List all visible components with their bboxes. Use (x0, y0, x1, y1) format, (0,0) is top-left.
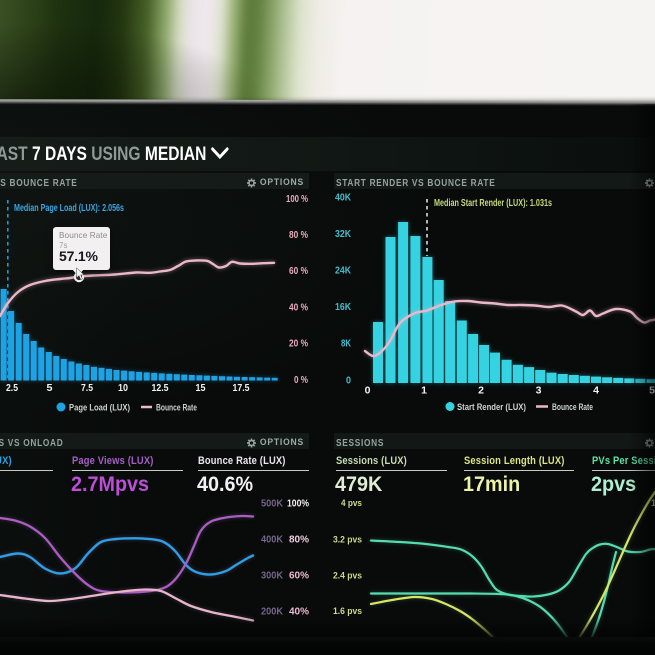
svg-text:0: 0 (346, 375, 351, 387)
svg-text:5: 5 (47, 382, 53, 394)
svg-text:40 %: 40 % (289, 301, 309, 313)
svg-text:2: 2 (478, 385, 484, 397)
svg-text:16K: 16K (335, 301, 351, 313)
svg-text:1: 1 (421, 385, 427, 397)
svg-text:1: 1 (651, 498, 655, 508)
svg-text:Page Load (LUX): Page Load (LUX) (69, 403, 130, 414)
svg-text:8K: 8K (341, 338, 351, 350)
svg-text:80%: 80% (289, 534, 310, 546)
svg-text:100 %: 100 % (286, 193, 308, 205)
svg-text:4: 4 (593, 385, 599, 397)
svg-text:400K: 400K (261, 534, 283, 546)
svg-text:17.5: 17.5 (233, 382, 250, 394)
svg-text:Start Render (LUX): Start Render (LUX) (457, 402, 526, 413)
svg-text:2.5: 2.5 (6, 382, 18, 394)
svg-text:15: 15 (196, 382, 206, 394)
svg-text:200K: 200K (261, 606, 283, 618)
svg-text:12.5: 12.5 (152, 382, 169, 394)
svg-text:100%: 100% (287, 498, 310, 510)
svg-text:Median Page Load (LUX): 2.056s: Median Page Load (LUX): 2.056s (14, 203, 124, 214)
svg-text:40K: 40K (335, 192, 351, 204)
svg-text:32K: 32K (335, 228, 351, 240)
svg-text:300K: 300K (261, 570, 283, 582)
svg-text:60 %: 60 % (289, 265, 309, 277)
svg-text:24K: 24K (335, 265, 351, 277)
svg-text:3: 3 (536, 385, 542, 397)
svg-text:0: 0 (365, 385, 371, 397)
svg-text:80 %: 80 % (289, 229, 309, 241)
svg-text:5: 5 (649, 385, 655, 397)
svg-text:Bounce Rate: Bounce Rate (552, 402, 593, 413)
svg-text:2.4 pvs: 2.4 pvs (333, 571, 362, 581)
svg-text:10: 10 (118, 382, 128, 394)
svg-text:1.6 pvs: 1.6 pvs (333, 606, 362, 616)
svg-text:0 %: 0 % (294, 374, 309, 386)
svg-text:Median Start Render (LUX): 1.0: Median Start Render (LUX): 1.031s (434, 198, 552, 209)
svg-text:500K: 500K (261, 498, 283, 510)
svg-text:Bounce Rate: Bounce Rate (156, 403, 197, 414)
svg-text:4 pvs: 4 pvs (341, 498, 362, 508)
svg-text:20 %: 20 % (289, 338, 309, 350)
svg-text:40%: 40% (289, 606, 310, 618)
svg-text:3.2 pvs: 3.2 pvs (333, 535, 362, 545)
svg-text:7.5: 7.5 (81, 382, 93, 394)
svg-text:60%: 60% (289, 570, 310, 582)
